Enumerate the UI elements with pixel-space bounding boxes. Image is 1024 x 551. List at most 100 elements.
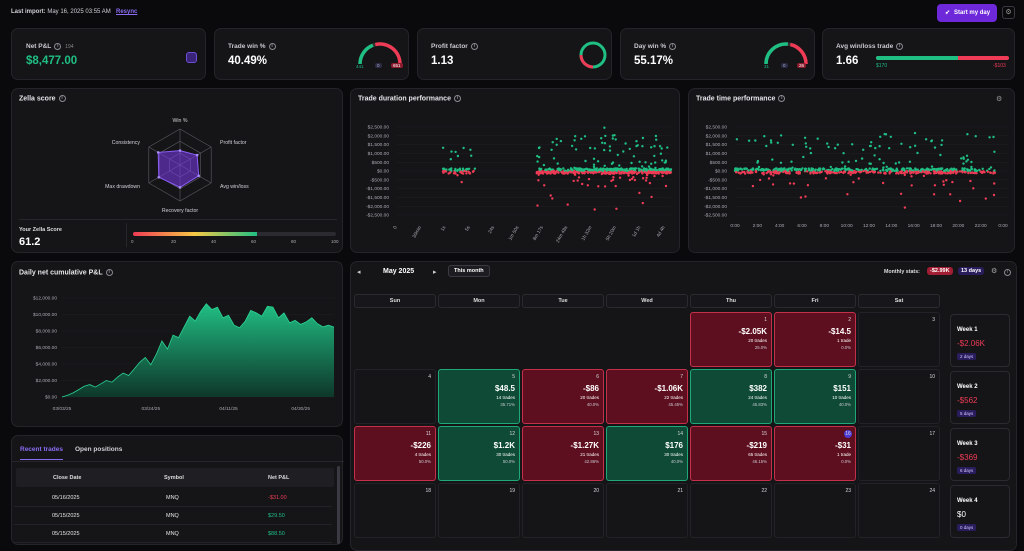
trade-win-value: 40.49%: [228, 55, 268, 67]
table-row[interactable]: 05/15/2025 MNQ $29.50: [14, 507, 332, 525]
calendar-day[interactable]: 1 -$2.05K 20 trades 25.0%: [690, 312, 772, 367]
scatter-point: [965, 154, 969, 157]
info-icon[interactable]: i: [268, 43, 276, 50]
scatter-point: [927, 170, 930, 173]
calendar-day[interactable]: 7 -$1.06K 22 trades 45.45%: [606, 369, 688, 424]
day-trades: 20 trades: [748, 338, 767, 343]
calendar-info-icon[interactable]: i: [1004, 268, 1011, 277]
calendar-day[interactable]: 6 -$86 20 trades 40.0%: [522, 369, 604, 424]
scatter-point: [661, 174, 664, 178]
calendar-day[interactable]: 8 $382 24 trades 45.83%: [690, 369, 772, 424]
calendar-day[interactable]: 14 $176 30 trades 40.0%: [606, 426, 688, 481]
info-icon[interactable]: i: [669, 43, 677, 50]
scatter-point: [574, 148, 578, 151]
x-tick: 1s: [440, 224, 448, 232]
x-tick: 2:00: [753, 223, 763, 229]
scatter-point: [770, 141, 773, 144]
day-trades: 22 trades: [664, 395, 683, 400]
week-summary[interactable]: Week 4 $0 0 days: [950, 485, 1010, 538]
info-icon[interactable]: i: [105, 269, 113, 276]
tab-open-positions[interactable]: Open positions: [75, 446, 123, 453]
scatter-point: [816, 137, 819, 140]
info-icon[interactable]: i: [54, 43, 62, 50]
scatter-point: [887, 168, 891, 171]
calendar-day[interactable]: 9 $151 10 trades 40.0%: [774, 369, 856, 424]
calendar-day[interactable]: 18: [354, 483, 436, 538]
calendar-day[interactable]: 21: [606, 483, 688, 538]
scatter-point: [583, 168, 587, 171]
scatter-point: [668, 171, 672, 174]
table-row[interactable]: 05/15/2025 MNQ $88.50: [14, 525, 332, 543]
start-my-day-button[interactable]: ➶ Start my day: [937, 4, 997, 22]
zella-score-value: 61.2: [19, 236, 41, 248]
calendar-day[interactable]: 13 -$1.27K 21 trades 42.86%: [522, 426, 604, 481]
scatter-point: [802, 155, 805, 159]
scatter-point: [756, 161, 759, 164]
scatter-point: [843, 165, 847, 168]
calendar-icon[interactable]: [186, 52, 197, 63]
calendar-day[interactable]: 17: [858, 426, 940, 481]
this-month-button[interactable]: This month: [448, 265, 490, 277]
calendar-day[interactable]: 2 -$14.5 1 trade 0.0%: [774, 312, 856, 367]
week-days: 6 days: [957, 467, 977, 474]
calendar-day[interactable]: 4: [354, 369, 436, 424]
scatter-point: [914, 168, 918, 171]
next-month-icon[interactable]: ▸: [433, 269, 437, 276]
calendar-day[interactable]: 15 -$219 65 trades 46.15%: [690, 426, 772, 481]
scatter-point: [601, 168, 604, 171]
scatter-point: [469, 148, 472, 151]
week-summary[interactable]: Week 2 -$562 5 days: [950, 371, 1010, 424]
calendar-day[interactable]: 11 -$226 4 trades 50.0%: [354, 426, 436, 481]
info-icon[interactable]: i: [778, 95, 786, 102]
week-summary[interactable]: Week 1 -$2.06K 2 days: [950, 314, 1010, 367]
scatter-point: [660, 147, 663, 150]
scatter-point: [650, 146, 653, 149]
row-date: 05/15/2025: [52, 513, 80, 519]
day-number: 2: [848, 317, 851, 323]
info-icon[interactable]: i: [453, 95, 461, 102]
scatter-point: [915, 172, 918, 175]
day-pl: -$2.05K: [738, 327, 767, 336]
scatter-point: [454, 150, 457, 154]
info-icon[interactable]: i: [58, 95, 66, 102]
resync-link[interactable]: Resync: [116, 9, 138, 15]
scatter-point: [771, 158, 774, 161]
calendar-day[interactable]: 19: [438, 483, 520, 538]
calendar-day[interactable]: 10: [858, 369, 940, 424]
calendar-day[interactable]: 5 $48.5 14 trades 35.71%: [438, 369, 520, 424]
scatter-point: [828, 172, 832, 175]
scatter-point: [616, 153, 619, 157]
info-icon[interactable]: i: [896, 43, 904, 50]
info-icon[interactable]: i: [470, 43, 478, 50]
weekday-header: Mon: [438, 294, 520, 308]
scatter-point: [873, 154, 876, 157]
scatter-point: [930, 139, 934, 142]
scatter-point: [846, 193, 849, 196]
avg-win-loss-label: Avg win/loss trade: [836, 43, 894, 51]
trade-win-wins: 441: [356, 64, 364, 69]
calendar-day[interactable]: 24: [858, 483, 940, 538]
calendar-day[interactable]: 16 -$31 1 trade 0.0%: [774, 426, 856, 481]
prev-month-icon[interactable]: ◂: [357, 269, 361, 276]
week-days: 5 days: [957, 410, 977, 417]
trades-scrollbar[interactable]: [337, 466, 340, 544]
day-number: 17: [929, 431, 935, 437]
scatter-point: [956, 170, 959, 173]
week-summary[interactable]: Week 3 -$369 6 days: [950, 428, 1010, 481]
calendar-day[interactable]: 23: [774, 483, 856, 538]
calendar-day[interactable]: 22: [690, 483, 772, 538]
scatter-point: [927, 168, 930, 171]
calendar-settings-icon[interactable]: ⚙: [991, 268, 998, 275]
calendar-day[interactable]: 20: [522, 483, 604, 538]
settings-icon[interactable]: ⚙: [1002, 6, 1015, 19]
tab-recent-trades[interactable]: Recent trades: [20, 446, 63, 460]
table-row[interactable]: 05/16/2025 MNQ -$31.00: [14, 489, 332, 507]
calendar-day[interactable]: 12 $1.2K 30 trades 50.0%: [438, 426, 520, 481]
scatter-point: [644, 161, 647, 164]
chart-settings-icon[interactable]: ⚙: [996, 96, 1003, 103]
scatter-point: [600, 172, 603, 176]
calendar-day[interactable]: 3: [858, 312, 940, 367]
scatter-point: [834, 171, 837, 175]
scatter-point: [951, 180, 954, 184]
day-win-rate: 40.0%: [586, 402, 599, 407]
